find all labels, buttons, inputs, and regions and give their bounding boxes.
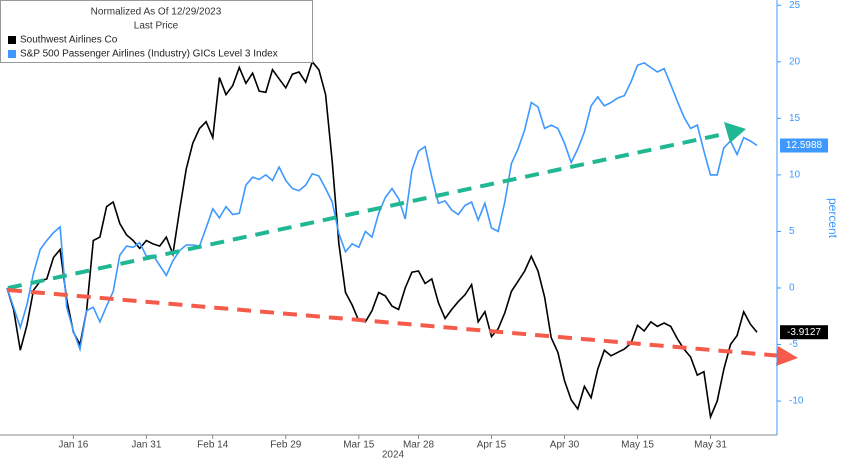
x-tick-label: Feb 14 bbox=[197, 440, 229, 451]
legend-label: S&P 500 Passenger Airlines (Industry) GI… bbox=[20, 49, 278, 60]
y-tick-label: 5 bbox=[789, 226, 795, 237]
legend-swatch bbox=[8, 36, 16, 44]
series-line bbox=[6, 62, 758, 353]
arrow-head bbox=[724, 122, 746, 143]
legend-box bbox=[0, 0, 313, 63]
x-tick-label: Mar 15 bbox=[343, 440, 375, 451]
x-tick-label: Jan 31 bbox=[131, 440, 161, 451]
y-tick-label: -5 bbox=[789, 339, 798, 350]
series-line bbox=[6, 60, 758, 420]
last-value-label: -3.9127 bbox=[787, 327, 821, 338]
y-tick-label: 20 bbox=[789, 56, 801, 67]
x-tick-label: Feb 29 bbox=[270, 440, 302, 451]
x-tick-label: May 31 bbox=[694, 440, 727, 451]
x-tick-label: Apr 15 bbox=[477, 440, 507, 451]
y-tick-label: 0 bbox=[789, 283, 795, 294]
last-value-label: 12.5988 bbox=[786, 140, 823, 151]
x-axis-label: 2024 bbox=[382, 450, 405, 461]
y-tick-label: -10 bbox=[789, 396, 804, 407]
last-value-box bbox=[780, 138, 828, 153]
arrow-head bbox=[776, 346, 798, 366]
y-tick-label: 10 bbox=[789, 170, 801, 181]
legend-label: Southwest Airlines Co bbox=[20, 35, 118, 46]
legend: Normalized As Of 12/29/2023 Last Price S… bbox=[0, 0, 313, 63]
trend-arrow-up bbox=[7, 129, 739, 290]
x-tick-label: Mar 28 bbox=[403, 440, 435, 451]
legend-title: Normalized As Of 12/29/2023 bbox=[91, 7, 222, 18]
y-tick-label: 15 bbox=[789, 113, 801, 124]
x-tick-label: Jan 16 bbox=[58, 440, 88, 451]
x-tick-label: Apr 30 bbox=[550, 440, 580, 451]
legend-swatch bbox=[8, 50, 16, 58]
y-axis-label: percent bbox=[826, 198, 840, 239]
x-tick-label: May 15 bbox=[621, 440, 654, 451]
plot-area bbox=[6, 60, 758, 420]
legend-subtitle: Last Price bbox=[134, 21, 179, 32]
trend-arrow-down bbox=[7, 288, 783, 358]
last-value-box bbox=[780, 325, 828, 340]
y-tick-label: 25 bbox=[789, 0, 801, 11]
